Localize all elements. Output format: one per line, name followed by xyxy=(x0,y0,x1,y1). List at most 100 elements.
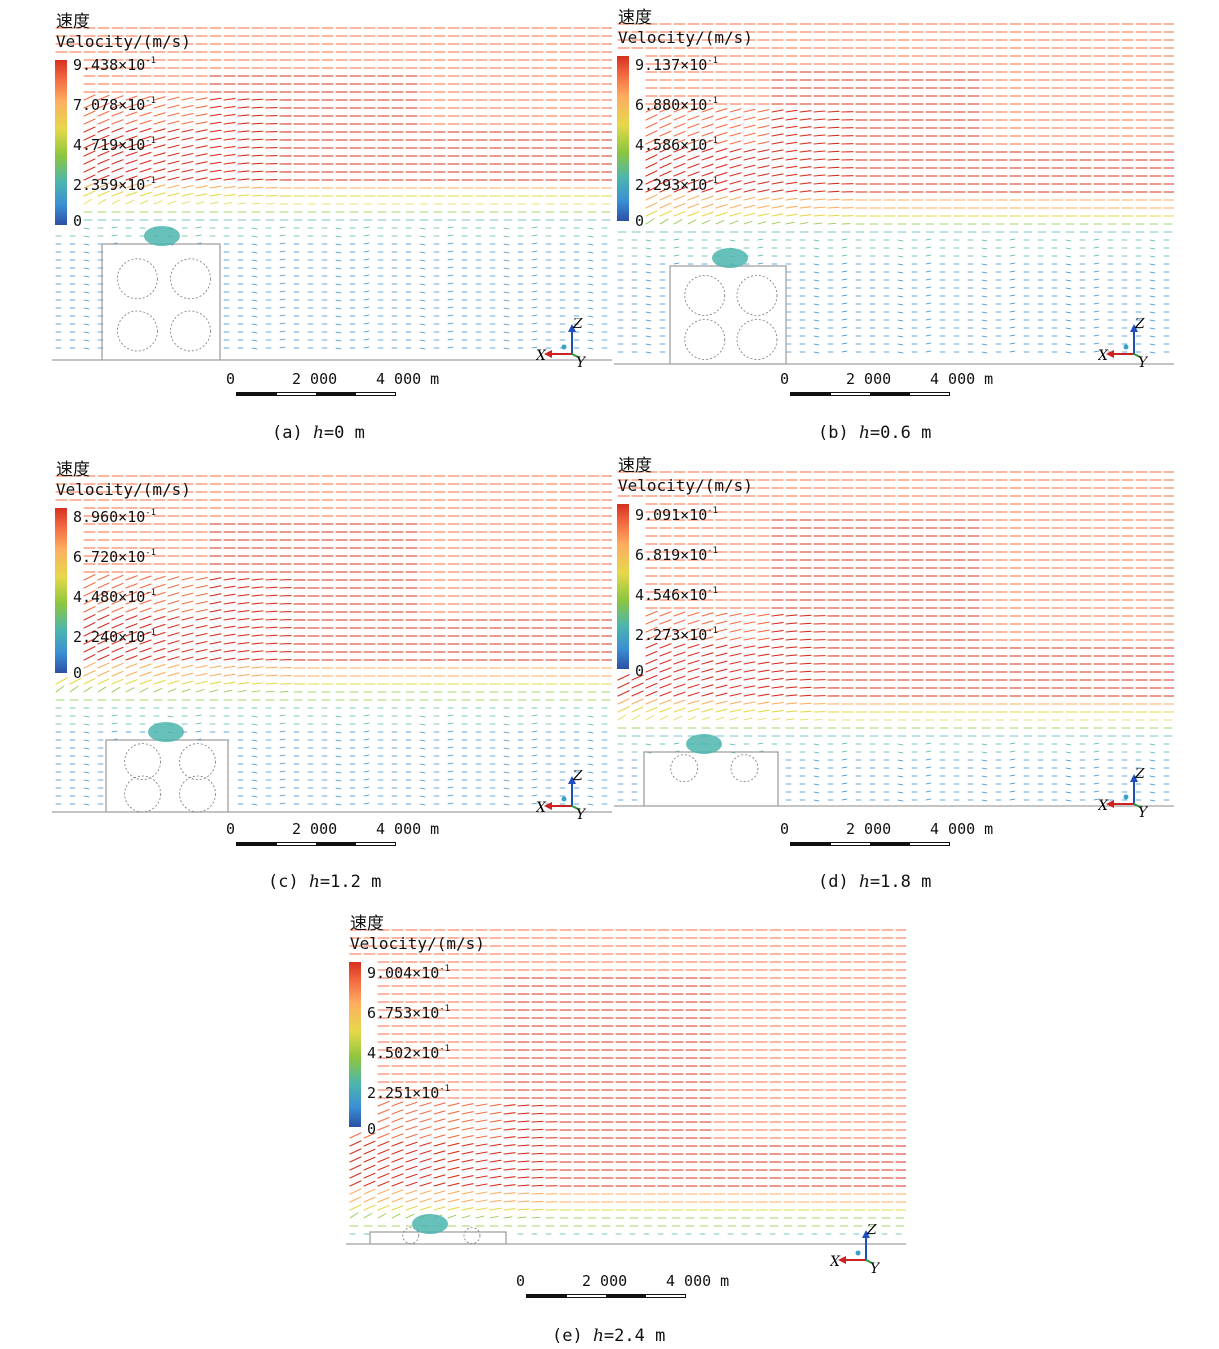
axis-z-label: Z xyxy=(866,1224,877,1238)
velocity-field-e xyxy=(346,929,906,1245)
scale-label-4000: 4 000 m xyxy=(930,820,994,838)
legend-title-en: Velocity/(m/s) xyxy=(350,934,485,953)
tick-1: 2.251×10-1 xyxy=(367,1084,451,1102)
axis-x-label: X xyxy=(1098,798,1109,814)
scale-label-0: 0 xyxy=(226,370,236,388)
axis-y-label: Y xyxy=(870,1261,880,1274)
scale-bar: 0 2 000 4 000 m xyxy=(780,820,1016,860)
axis-y-label: Y xyxy=(576,807,586,820)
caption-c: (c) h=1.2 m xyxy=(268,872,382,892)
axis-z-label: Z xyxy=(1134,768,1145,782)
axes-triad: Z X Y xyxy=(830,1224,880,1274)
axes-triad: Z X Y xyxy=(536,770,586,820)
tick-2: 4.586×10-1 xyxy=(635,136,719,154)
axis-z-label: Z xyxy=(572,318,583,332)
legend-title-en: Velocity/(m/s) xyxy=(618,476,753,495)
tick-zero: 0 xyxy=(635,212,645,230)
legend-title-en: Velocity/(m/s) xyxy=(56,32,191,51)
tick-max: 9.004×10-1 xyxy=(367,964,451,982)
scale-label-4000: 4 000 m xyxy=(376,370,440,388)
tick-3: 6.880×10-1 xyxy=(635,96,719,114)
tick-1: 2.273×10-1 xyxy=(635,626,719,644)
scale-label-2000: 2 000 xyxy=(292,820,338,838)
scale-label-0: 0 xyxy=(780,820,790,838)
scale-label-0: 0 xyxy=(516,1272,526,1290)
colorbar xyxy=(55,508,67,673)
scale-label-2000: 2 000 xyxy=(846,370,892,388)
tick-2: 4.546×10-1 xyxy=(635,586,719,604)
legend-title-en: Velocity/(m/s) xyxy=(56,480,191,499)
panel-a: 速度 Velocity/(m/s) 9.438×10-1 7.078×10-1 … xyxy=(52,12,612,396)
scale-label-2000: 2 000 xyxy=(582,1272,628,1290)
axis-z-label: Z xyxy=(572,770,583,784)
tick-2: 4.502×10-1 xyxy=(367,1044,451,1062)
axis-y-label: Y xyxy=(576,355,586,368)
tick-zero: 0 xyxy=(73,212,83,230)
legend-title-en: Velocity/(m/s) xyxy=(618,28,753,47)
axis-z-label: Z xyxy=(1134,318,1145,332)
scale-bar-track xyxy=(526,1294,686,1298)
scale-label-0: 0 xyxy=(780,370,790,388)
scale-bar: 0 2 000 4 000 m xyxy=(780,370,1016,410)
axes-triad: Z X Y xyxy=(1098,768,1148,818)
colorbar xyxy=(617,504,629,669)
velocity-field-b xyxy=(614,23,1174,365)
scale-bar: 0 2 000 4 000 m xyxy=(516,1272,752,1312)
colorbar xyxy=(55,60,67,225)
scale-bar-track xyxy=(236,392,396,396)
scale-label-4000: 4 000 m xyxy=(376,820,440,838)
tick-zero: 0 xyxy=(367,1120,377,1138)
axis-y-label: Y xyxy=(1138,355,1148,368)
scale-bar-track xyxy=(790,842,950,846)
panel-c: 速度 Velocity/(m/s) 8.960×10-1 6.720×10-1 … xyxy=(52,460,612,846)
scale-label-0: 0 xyxy=(226,820,236,838)
scale-label-4000: 4 000 m xyxy=(666,1272,730,1290)
tick-max: 9.137×10-1 xyxy=(635,56,719,74)
tick-max: 8.960×10-1 xyxy=(73,508,157,526)
axis-x-label: X xyxy=(536,348,547,364)
panel-e: 速度 Velocity/(m/s) 9.004×10-1 6.753×10-1 … xyxy=(346,914,906,1298)
axes-triad: Z X Y xyxy=(1098,318,1148,368)
tick-3: 7.078×10-1 xyxy=(73,96,157,114)
colorbar xyxy=(349,962,361,1127)
tick-1: 2.293×10-1 xyxy=(635,176,719,194)
scale-label-2000: 2 000 xyxy=(846,820,892,838)
tick-zero: 0 xyxy=(635,662,645,680)
caption-a: (a) h=0 m xyxy=(272,423,365,443)
scale-label-4000: 4 000 m xyxy=(930,370,994,388)
tick-2: 4.719×10-1 xyxy=(73,136,157,154)
caption-e: (e) h=2.4 m xyxy=(552,1326,666,1346)
legend-title-zh: 速度 xyxy=(56,460,90,480)
tick-max: 9.438×10-1 xyxy=(73,56,157,74)
scale-bar-track xyxy=(236,842,396,846)
colorbar xyxy=(617,56,629,221)
tick-1: 2.240×10-1 xyxy=(73,628,157,646)
velocity-field-a xyxy=(52,27,612,361)
axis-x-label: X xyxy=(536,800,547,816)
legend-title-zh: 速度 xyxy=(618,456,652,476)
caption-b: (b) h=0.6 m xyxy=(818,423,932,443)
velocity-field-d xyxy=(614,471,1174,807)
caption-d: (d) h=1.8 m xyxy=(818,872,932,892)
tick-1: 2.359×10-1 xyxy=(73,176,157,194)
axis-x-label: X xyxy=(1098,348,1109,364)
panel-d: 速度 Velocity/(m/s) 9.091×10-1 6.819×10-1 … xyxy=(614,456,1174,846)
scale-bar: 0 2 000 4 000 m xyxy=(226,820,462,860)
tick-3: 6.753×10-1 xyxy=(367,1004,451,1022)
tick-zero: 0 xyxy=(73,664,83,682)
legend-title-zh: 速度 xyxy=(56,12,90,32)
axis-y-label: Y xyxy=(1138,805,1148,818)
scale-label-2000: 2 000 xyxy=(292,370,338,388)
velocity-field-c xyxy=(52,475,612,813)
panel-b: 速度 Velocity/(m/s) 9.137×10-1 6.880×10-1 … xyxy=(614,8,1174,396)
legend-title-zh: 速度 xyxy=(618,8,652,28)
legend-title-zh: 速度 xyxy=(350,914,384,934)
axis-x-label: X xyxy=(830,1254,841,1270)
tick-2: 4.480×10-1 xyxy=(73,588,157,606)
tick-3: 6.720×10-1 xyxy=(73,548,157,566)
scale-bar: 0 2 000 4 000 m xyxy=(226,370,462,410)
tick-3: 6.819×10-1 xyxy=(635,546,719,564)
scale-bar-track xyxy=(790,392,950,396)
tick-max: 9.091×10-1 xyxy=(635,506,719,524)
axes-triad: Z X Y xyxy=(536,318,586,368)
